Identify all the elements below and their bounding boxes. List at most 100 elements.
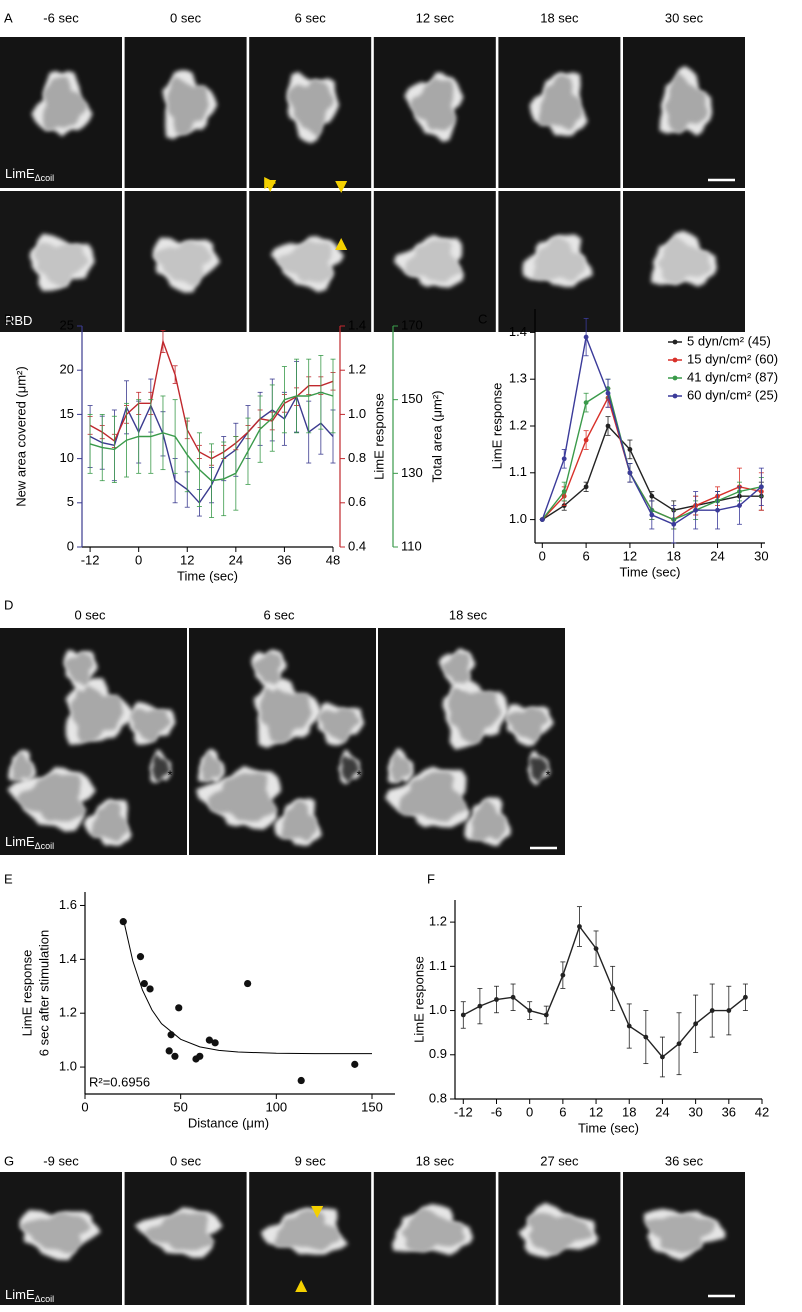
channel-name: LimE: [5, 166, 35, 181]
y2-tick-label: 0.6: [348, 494, 366, 509]
cell-body: [151, 754, 171, 782]
data-point: [593, 946, 599, 952]
x-axis-title: Time (sec): [177, 568, 238, 583]
data-point: [136, 953, 145, 961]
y3-tick-label: 170: [401, 317, 423, 332]
data-point: [709, 1008, 715, 1013]
time-label: 12 sec: [416, 10, 455, 25]
cell-body: [166, 76, 209, 135]
y-tick-label: 1.1: [509, 464, 527, 479]
data-point: [693, 1021, 699, 1027]
x-tick-label: 24: [229, 552, 243, 567]
cell-body: [42, 76, 88, 131]
data-point: [583, 334, 589, 340]
asterisk: *: [545, 767, 550, 782]
legend-marker: [672, 357, 678, 363]
cell-body: [471, 799, 507, 841]
time-label: 0 sec: [74, 607, 106, 622]
x-tick-label: 12: [623, 548, 637, 563]
data-point: [660, 1054, 665, 1060]
x-tick-label: 24: [710, 548, 724, 563]
y-tick-label: 5: [67, 494, 74, 509]
data-point: [297, 1076, 305, 1085]
time-label: 27 sec: [540, 1153, 579, 1168]
y-tick-label: 1.4: [509, 324, 527, 339]
data-point: [561, 489, 567, 494]
panel-letter: E: [4, 871, 13, 886]
data-point: [146, 985, 154, 993]
data-point: [560, 972, 566, 978]
x-tick-label: 42: [755, 1104, 769, 1119]
x-tick-label: 30: [688, 1104, 702, 1119]
cell-body: [144, 1212, 216, 1251]
y-tick-label: 1.4: [59, 951, 77, 966]
x-tick-label: 18: [666, 548, 680, 563]
panel-letter: F: [427, 871, 435, 886]
data-point: [743, 994, 748, 1000]
series-line: [89, 391, 334, 482]
legend-label: 5 dyn/cm² (45): [687, 333, 771, 348]
cell-body: [401, 1208, 466, 1253]
y2-axis-title: LimE response: [371, 393, 386, 480]
arrowhead: [335, 181, 348, 193]
x-tick-label: 0: [526, 1104, 533, 1119]
y2-tick-label: 1.0: [348, 406, 366, 421]
channel-label: LimEΔcoil: [5, 166, 54, 183]
data-point: [726, 1008, 732, 1013]
y2-tick-label: 0.4: [348, 538, 366, 553]
y-tick-label: 1.2: [59, 1005, 77, 1020]
cell-body: [532, 236, 586, 282]
data-point: [196, 1052, 204, 1060]
x-tick-label: 18: [622, 1104, 636, 1119]
data-point: [171, 1052, 179, 1060]
cell-body: [91, 801, 129, 842]
asterisk: *: [167, 767, 172, 782]
data-point: [165, 1047, 173, 1055]
cell-body: [252, 651, 282, 685]
cell-body: [448, 687, 502, 745]
panel-letter: C: [478, 311, 487, 326]
time-label: 0 sec: [170, 10, 202, 25]
data-point: [583, 484, 589, 490]
cell-body: [526, 1212, 593, 1255]
y3-tick-label: 130: [401, 465, 423, 480]
legend-marker: [672, 375, 678, 381]
x-tick-label: -12: [81, 552, 100, 567]
data-point: [671, 521, 677, 527]
channel-name: LimE: [5, 1287, 35, 1302]
y-tick-label: 0: [67, 538, 74, 553]
data-point: [205, 1036, 213, 1044]
y-axis-title: 6 sec after stimulation: [36, 930, 51, 1056]
cell-body: [70, 684, 124, 743]
data-point: [583, 400, 589, 405]
data-point: [140, 979, 148, 988]
data-point: [627, 447, 633, 452]
fit-curve: [122, 918, 372, 1055]
data-point: [605, 423, 611, 429]
data-point: [676, 1041, 682, 1047]
data-point: [610, 986, 616, 991]
x-tick-label: 0: [81, 1099, 88, 1114]
data-point: [460, 1012, 466, 1018]
y2-tick-label: 0.8: [348, 450, 366, 465]
cell-body: [34, 242, 89, 287]
y-tick-label: 10: [60, 450, 74, 465]
y3-axis-title: Total area (μm²): [429, 390, 444, 482]
arrowhead: [311, 1206, 324, 1218]
x-tick-label: 100: [265, 1099, 287, 1114]
cell-body: [657, 236, 712, 286]
legend-label: 15 dyn/cm² (60): [687, 351, 778, 366]
x-tick-label: 12: [589, 1104, 603, 1119]
y-tick-label: 1.0: [509, 511, 527, 526]
data-point: [119, 918, 127, 926]
y-tick-label: 1.2: [429, 914, 447, 929]
cell-body: [664, 73, 708, 135]
cell-body: [281, 800, 318, 842]
cell-body: [390, 753, 412, 784]
cell-body: [340, 755, 360, 783]
cell-body: [200, 751, 223, 783]
x-tick-label: 12: [180, 552, 194, 567]
cell-body: [505, 707, 549, 742]
time-label: 6 sec: [263, 607, 295, 622]
